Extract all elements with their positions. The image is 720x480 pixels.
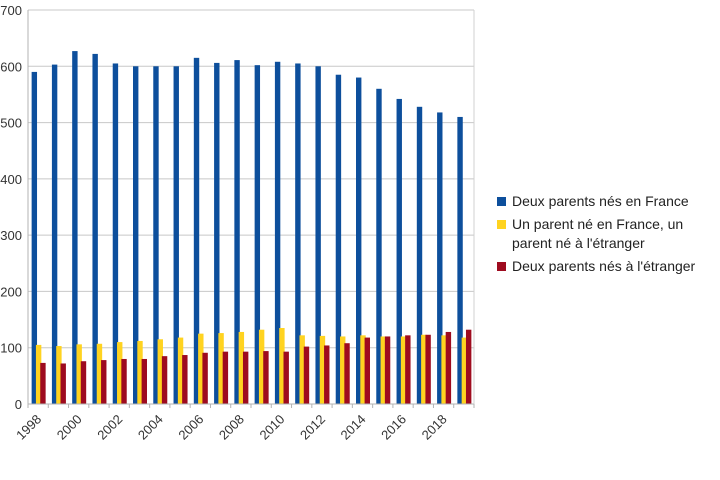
legend-item-series-2: Un parent né en France, un parent né à l… — [497, 215, 720, 253]
bar-series-2-2013 — [340, 336, 346, 404]
bar-series-3-1999 — [60, 363, 66, 404]
bar-series-3-2008 — [242, 351, 249, 404]
x-tick-label: 2016 — [378, 412, 409, 443]
bar-series-2-2014 — [360, 335, 366, 404]
bar-series-3-2014 — [364, 337, 370, 404]
bar-series-1-2019 — [457, 116, 463, 404]
y-tick-label: 300 — [0, 228, 22, 243]
bar-series-2-2012 — [319, 335, 326, 404]
bar-series-2-2004 — [157, 339, 163, 404]
bar-series-3-2015 — [384, 336, 391, 404]
x-tick-label: 2004 — [135, 412, 166, 443]
legend-swatch-series-3 — [497, 262, 506, 271]
bar-series-1-1999 — [51, 64, 58, 405]
bar-series-2-2015 — [380, 336, 386, 404]
bar-series-2-2000 — [76, 344, 82, 404]
legend-label-series-2: Un parent né en France, un parent né à l… — [512, 216, 684, 251]
bar-series-1-2009 — [254, 65, 261, 404]
bar-series-3-1998 — [40, 362, 46, 404]
bar-series-1-2014 — [356, 77, 362, 405]
bar-series-3-2004 — [161, 356, 168, 404]
bar-series-2-2008 — [238, 331, 245, 404]
bar-series-2-2016 — [400, 336, 407, 404]
bar-series-2-2007 — [218, 333, 224, 404]
legend: Deux parents nés en France Un parent né … — [497, 192, 720, 280]
bar-series-3-2009 — [263, 351, 269, 404]
bars — [31, 51, 472, 405]
legend-item-series-1: Deux parents nés en France — [497, 192, 720, 211]
bar-series-2-1998 — [35, 344, 42, 404]
axes — [27, 10, 475, 408]
legend-swatch-series-2 — [497, 220, 506, 229]
y-tick-label: 0 — [15, 397, 22, 412]
bar-series-1-1998 — [31, 71, 38, 405]
y-tick-label: 700 — [0, 3, 22, 18]
bar-series-1-2017 — [416, 106, 423, 404]
bar-series-1-2013 — [335, 74, 342, 404]
x-tick-label: 2002 — [94, 412, 125, 443]
bar-series-1-2004 — [153, 66, 159, 405]
x-tick-label: 2010 — [256, 412, 287, 443]
bar-series-1-2003 — [133, 66, 139, 405]
bar-series-1-2008 — [234, 60, 240, 404]
bar-series-1-2006 — [193, 57, 200, 404]
bar-series-2-2001 — [96, 343, 103, 404]
bar-series-3-2011 — [303, 346, 310, 404]
y-tick-label: 600 — [0, 59, 22, 74]
bar-series-3-2012 — [324, 345, 330, 404]
bar-series-2-2017 — [421, 334, 427, 404]
bar-series-3-2000 — [80, 361, 87, 404]
legend-label-series-3: Deux parents nés à l'étranger — [512, 258, 696, 274]
bar-series-2-1999 — [56, 346, 62, 404]
bar-series-1-2011 — [295, 63, 301, 404]
legend-swatch-series-1 — [497, 197, 506, 206]
bar-series-3-2007 — [222, 351, 229, 404]
bar-series-3-2010 — [283, 351, 289, 404]
legend-item-series-3: Deux parents nés à l'étranger — [497, 257, 720, 276]
y-tick-label: 100 — [0, 341, 22, 356]
bar-series-1-2018 — [437, 112, 443, 404]
bar-series-3-2013 — [344, 343, 350, 404]
bar-series-2-2019 — [461, 337, 468, 404]
bar-series-2-2005 — [177, 337, 184, 404]
bar-series-1-2016 — [396, 98, 402, 404]
x-tick-label: 2006 — [175, 412, 206, 443]
bar-series-1-2000 — [72, 51, 78, 405]
bar-series-3-2003 — [141, 358, 147, 404]
bar-series-1-2002 — [112, 63, 119, 404]
bar-series-3-2005 — [182, 355, 188, 404]
x-tick-label: 2000 — [54, 412, 85, 443]
y-tick-label: 400 — [0, 172, 22, 187]
x-tick-label: 1998 — [13, 412, 44, 443]
bar-series-3-2018 — [445, 331, 452, 404]
bar-series-2-2003 — [137, 340, 143, 404]
bar-series-2-2002 — [117, 342, 123, 404]
legend-label-series-1: Deux parents nés en France — [512, 193, 689, 209]
grid-lines — [28, 9, 474, 405]
bar-series-2-2011 — [299, 335, 305, 404]
x-tick-label: 2018 — [419, 412, 450, 443]
bar-series-1-2005 — [173, 66, 179, 405]
bar-series-3-2006 — [202, 352, 208, 404]
bar-series-3-2001 — [101, 360, 107, 404]
y-tick-label: 500 — [0, 116, 22, 131]
bar-series-3-2016 — [405, 335, 411, 404]
bar-series-1-2015 — [376, 88, 382, 405]
y-tick-label: 200 — [0, 284, 22, 299]
bar-series-2-2009 — [258, 329, 265, 404]
bar-series-2-2006 — [198, 333, 204, 404]
bar-series-3-2002 — [121, 358, 127, 404]
bar-series-3-2019 — [465, 329, 472, 404]
bar-series-2-2018 — [441, 335, 447, 404]
x-tick-label: 2012 — [297, 412, 328, 443]
bar-series-2-2010 — [279, 328, 285, 404]
bar-series-1-2001 — [92, 53, 98, 404]
bar-series-1-2007 — [214, 62, 220, 405]
x-tick-label: 2008 — [216, 412, 247, 443]
x-tick-label: 2014 — [338, 412, 369, 443]
bar-series-1-2010 — [274, 61, 281, 404]
bar-series-3-2017 — [425, 334, 431, 404]
bar-series-1-2012 — [315, 66, 321, 405]
